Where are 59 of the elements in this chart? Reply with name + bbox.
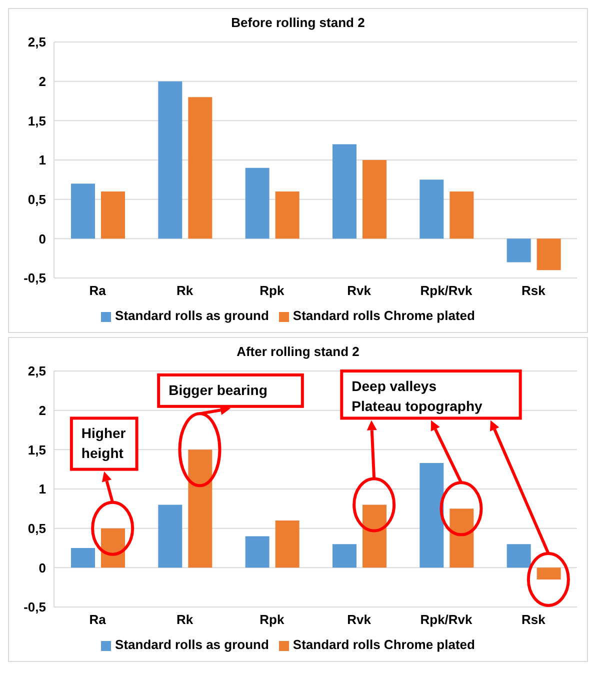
annotation: Bigger bearing: [168, 382, 268, 398]
y-tick-label: 1,5: [28, 442, 46, 458]
x-tick-label: Rpk: [260, 612, 285, 628]
y-tick-label: 0,5: [28, 192, 46, 207]
bar: [158, 504, 182, 568]
bar: [536, 568, 561, 580]
bar: [332, 544, 356, 568]
bar: [450, 508, 474, 568]
bar: [420, 463, 444, 568]
chart-title: Before rolling stand 2: [230, 14, 366, 32]
bar: [188, 97, 212, 239]
y-tick-label: 2,5: [28, 34, 46, 50]
x-tick-label: Rk: [176, 612, 194, 628]
y-tick-label: 1: [38, 152, 46, 168]
y-tick-label: 1: [38, 482, 46, 497]
bar: [71, 184, 95, 239]
bar: [332, 144, 356, 239]
bar: [275, 191, 300, 239]
y-tick-label: 0: [38, 231, 46, 246]
y-tick-label: 2: [38, 74, 46, 89]
x-tick-label: Ra: [89, 283, 107, 298]
y-tick-label: -0,5: [24, 600, 46, 615]
y-tick-label: 0: [38, 560, 46, 576]
x-tick-label: Rpk/Rvk: [420, 612, 474, 628]
y-tick-label: 2: [38, 402, 46, 418]
x-tick-label: Ra: [89, 612, 107, 628]
annotation: Deep valleys Plateau topography: [352, 378, 483, 414]
bar: [450, 191, 474, 239]
bar: [506, 544, 531, 568]
y-tick-label: 2,5: [28, 364, 46, 379]
y-tick-label: 1,5: [28, 113, 46, 128]
x-tick-label: Rpk: [260, 283, 285, 298]
bar: [158, 81, 182, 239]
x-tick-label: Rsk: [521, 283, 546, 298]
legend-label: Standard rolls Chrome plated: [292, 637, 475, 652]
bar: [362, 160, 386, 239]
chart-title: After rolling stand 2: [236, 343, 360, 361]
bar: [245, 168, 270, 239]
bar: [420, 180, 444, 239]
x-tick-label: Rpk/Rvk: [420, 283, 474, 298]
bar: [506, 238, 531, 262]
bar: [101, 528, 125, 568]
bar: [188, 450, 212, 568]
bar: [536, 238, 561, 270]
x-tick-label: Rsk: [521, 612, 546, 628]
x-tick-label: Rk: [176, 283, 194, 298]
x-tick-label: Rvk: [347, 612, 372, 628]
annotation: Higher height: [81, 425, 126, 462]
y-tick-label: -0,5: [24, 270, 46, 286]
bar: [101, 191, 125, 239]
bar: [71, 548, 95, 568]
y-tick-label: 0,5: [28, 520, 46, 536]
legend-label: Standard rolls Chrome plated: [292, 308, 475, 323]
legend-label: Standard rolls as ground: [115, 308, 269, 323]
x-tick-label: Rvk: [347, 283, 372, 298]
bar: [245, 536, 270, 568]
bar: [362, 504, 386, 568]
bar: [275, 520, 300, 568]
legend-label: Standard rolls as ground: [115, 637, 269, 652]
